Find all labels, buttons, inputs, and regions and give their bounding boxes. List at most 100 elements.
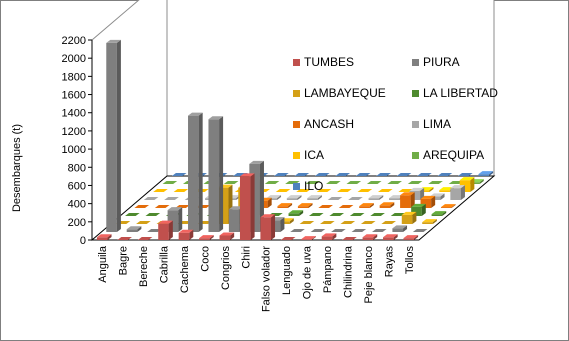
- legend-label: ILO: [304, 179, 323, 193]
- bar-side: [379, 195, 384, 200]
- bar-flat: [366, 181, 382, 184]
- bar-flat: [318, 205, 333, 208]
- bar-front: [383, 237, 394, 240]
- x-tick-label: Ojo de uva: [302, 245, 314, 299]
- bar: [458, 173, 473, 176]
- bar-flat: [310, 229, 326, 232]
- bar-side: [429, 187, 434, 192]
- bar-side: [271, 214, 276, 240]
- bar-front: [379, 205, 391, 208]
- bar-side: [390, 202, 395, 208]
- bar-top: [260, 214, 276, 218]
- bar: [288, 210, 304, 216]
- bar-flat: [171, 173, 187, 176]
- bar-side: [219, 116, 224, 232]
- bar-flat: [117, 237, 132, 240]
- bar: [294, 173, 310, 176]
- bar: [167, 207, 183, 232]
- bar-flat: [448, 181, 464, 184]
- legend-swatch: [293, 152, 300, 159]
- bar: [305, 181, 321, 184]
- bar: [173, 189, 189, 192]
- bar-top: [429, 193, 445, 197]
- bar-side: [479, 179, 484, 184]
- legend-swatch: [412, 59, 419, 66]
- bar-front: [420, 198, 432, 208]
- y-axis: 0 200 400 600 800 1000 1200 1400 1600 1800 2000 220…: [62, 35, 93, 247]
- bar-flat: [153, 189, 168, 192]
- bar: [171, 173, 187, 176]
- bar-side: [373, 234, 378, 240]
- bar-flat: [437, 173, 453, 176]
- bar: [371, 229, 387, 232]
- bar-front: [401, 214, 413, 224]
- bar: [299, 221, 315, 224]
- bar-front: [368, 198, 380, 200]
- bar: [429, 193, 445, 200]
- bar-top: [288, 210, 304, 214]
- y-tick-label: 800: [68, 162, 86, 174]
- bar: [360, 221, 376, 224]
- bar-side: [297, 195, 302, 200]
- bar-side: [259, 160, 264, 232]
- bar: [346, 181, 362, 184]
- bar: [277, 203, 293, 208]
- bar: [274, 173, 289, 176]
- bar: [377, 189, 393, 192]
- bar-front: [400, 195, 411, 208]
- x-tick-label: Cachema: [179, 245, 191, 293]
- bar-front: [478, 174, 490, 176]
- bar-flat: [275, 189, 291, 192]
- bar-front: [321, 236, 333, 240]
- bar-flat: [458, 173, 473, 176]
- bar: [407, 181, 423, 184]
- bar-flat: [134, 205, 150, 208]
- y-axis-title: Desembarques (t): [11, 124, 23, 212]
- legend-label: AREQUIPA: [423, 148, 484, 162]
- bar: [331, 229, 346, 232]
- bar-front: [208, 119, 220, 232]
- bar-top: [420, 195, 436, 199]
- bar-flat: [331, 229, 346, 232]
- bar-front: [158, 223, 169, 240]
- bar-front: [286, 198, 298, 200]
- x-tick-label: Cabrilla: [159, 245, 171, 283]
- bar-top: [379, 202, 395, 206]
- bar: [164, 197, 179, 200]
- bar-side: [451, 204, 456, 208]
- bar-flat: [377, 189, 393, 192]
- bar-flat: [412, 229, 428, 232]
- bar: [392, 225, 408, 232]
- bar-flat: [329, 213, 345, 216]
- y-tick-label: 200: [68, 217, 86, 229]
- bar-top: [277, 203, 293, 207]
- bar-front: [440, 207, 452, 208]
- bar-flat: [342, 237, 357, 240]
- bar-side: [277, 195, 282, 200]
- bar-front: [178, 232, 190, 240]
- bar-side: [332, 233, 337, 240]
- bar: [390, 213, 406, 216]
- bar: [280, 237, 296, 240]
- bar: [329, 213, 345, 216]
- bar-side: [410, 192, 415, 208]
- bar: [398, 189, 414, 192]
- bar-flat: [299, 221, 315, 224]
- bar: [357, 189, 373, 192]
- bar-top: [362, 234, 378, 238]
- bar-top: [450, 185, 465, 189]
- bar-top: [208, 116, 224, 120]
- bar: [396, 173, 412, 176]
- legend-label: LIMA: [423, 117, 451, 131]
- bar-flat: [335, 173, 351, 176]
- x-tick-label: Peje blanco: [363, 246, 375, 304]
- bar: [428, 181, 443, 184]
- x-tick-label: Chilindrina: [342, 245, 354, 298]
- bar-front: [217, 187, 229, 224]
- bar-front: [239, 176, 251, 240]
- y-tick-label: 2200: [62, 35, 86, 47]
- bar: [327, 197, 343, 200]
- y-tick-label: 600: [68, 180, 86, 192]
- bar-side: [116, 39, 121, 233]
- bar: [134, 205, 150, 208]
